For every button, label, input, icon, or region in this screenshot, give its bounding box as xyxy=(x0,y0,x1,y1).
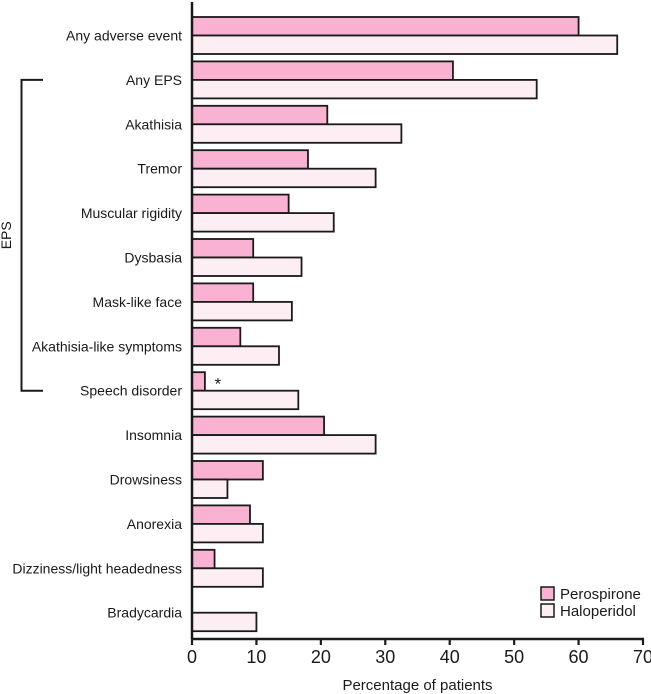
bar-perospirone-any-eps xyxy=(191,60,454,81)
bar-perospirone-akathisia xyxy=(191,104,329,126)
significance-asterisk-speech-disorder: * xyxy=(215,374,222,393)
legend-label-haloperidol: Haloperidol xyxy=(560,603,636,620)
bar-haloperidol-akathisia xyxy=(191,123,403,144)
bar-perospirone-akathisia-like-symptoms xyxy=(191,326,242,348)
legend-label-perospirone: Perospirone xyxy=(560,586,641,603)
eps-bracket xyxy=(20,78,43,392)
category-label-akathisia: Akathisia xyxy=(125,116,182,132)
category-label-insomnia: Insomnia xyxy=(125,427,182,443)
category-label-dysbasia: Dysbasia xyxy=(124,250,182,266)
bar-haloperidol-tremor xyxy=(191,167,377,189)
bar-haloperidol-speech-disorder xyxy=(191,389,300,411)
bar-haloperidol-drowsiness xyxy=(191,478,229,499)
x-tick-label-60: 60 xyxy=(569,647,589,667)
category-label-drowsiness: Drowsiness xyxy=(110,472,182,488)
bar-haloperidol-any-eps xyxy=(191,79,538,100)
x-tick-label-40: 40 xyxy=(440,647,460,667)
x-tick-label-20: 20 xyxy=(311,647,331,667)
bar-perospirone-tremor xyxy=(191,149,309,170)
bar-haloperidol-any-adverse-event xyxy=(191,34,619,55)
bar-perospirone-muscular-rigidity xyxy=(191,193,290,215)
category-label-mask-like-face: Mask-like face xyxy=(93,294,183,310)
category-label-anorexia: Anorexia xyxy=(127,516,182,532)
category-label-muscular-rigidity: Muscular rigidity xyxy=(81,205,182,221)
x-tick-label-30: 30 xyxy=(375,647,395,667)
x-axis-title: Percentage of patients xyxy=(342,677,492,694)
bar-perospirone-anorexia xyxy=(191,504,251,525)
bar-perospirone-speech-disorder xyxy=(191,371,206,392)
bar-haloperidol-mask-like-face xyxy=(191,300,293,322)
bar-haloperidol-insomnia xyxy=(191,434,377,455)
category-label-akathisia-like-symptoms: Akathisia-like symptoms xyxy=(32,338,182,354)
bar-haloperidol-bradycardia xyxy=(191,611,258,633)
bar-haloperidol-muscular-rigidity xyxy=(191,212,335,233)
category-label-bradycardia: Bradycardia xyxy=(107,605,182,621)
bar-haloperidol-akathisia-like-symptoms xyxy=(191,345,280,366)
category-label-dizziness-light-headedness: Dizziness/light headedness xyxy=(12,560,182,576)
bar-perospirone-dysbasia xyxy=(191,238,255,259)
legend-swatch-perospirone xyxy=(540,586,555,601)
bar-perospirone-mask-like-face xyxy=(191,282,255,303)
legend-swatch-haloperidol xyxy=(540,603,555,618)
eps-bracket-label: EPS xyxy=(0,221,14,249)
bar-perospirone-drowsiness xyxy=(191,460,264,481)
x-tick-label-10: 10 xyxy=(246,647,266,667)
x-tick-label-0: 0 xyxy=(187,647,197,667)
bar-haloperidol-anorexia xyxy=(191,523,264,544)
category-label-speech-disorder: Speech disorder xyxy=(80,383,182,399)
x-tick-label-50: 50 xyxy=(504,647,524,667)
category-label-any-adverse-event: Any adverse event xyxy=(66,28,182,44)
bar-haloperidol-dizziness-light-headedness xyxy=(191,567,264,588)
bar-perospirone-dizziness-light-headedness xyxy=(191,548,216,570)
category-label-any-eps: Any EPS xyxy=(126,72,182,88)
x-tick-label-70: 70 xyxy=(633,647,651,667)
bar-perospirone-any-adverse-event xyxy=(191,16,580,37)
category-label-tremor: Tremor xyxy=(137,161,182,177)
bar-perospirone-insomnia xyxy=(191,415,325,437)
bar-haloperidol-dysbasia xyxy=(191,256,303,277)
